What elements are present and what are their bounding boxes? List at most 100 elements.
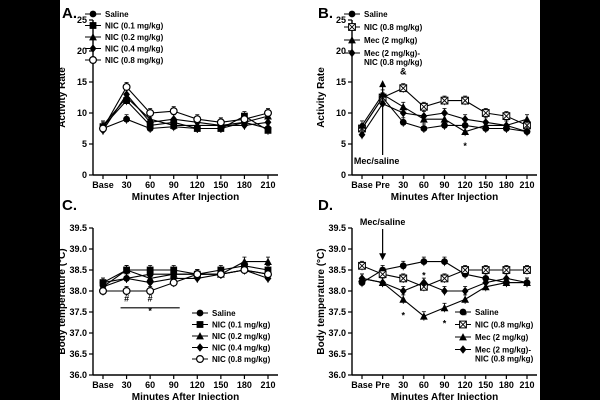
y-tick-label: 38.5 — [69, 265, 87, 275]
data-point — [264, 270, 273, 279]
x-tick-label: 60 — [419, 180, 429, 190]
data-point — [441, 286, 448, 296]
y-axis-title: Activity Rate — [57, 67, 68, 128]
data-point — [523, 278, 531, 287]
x-tick-label: 30 — [398, 180, 408, 190]
y-tick-label: 0 — [341, 170, 346, 180]
arrow-label: Mec/saline — [360, 217, 406, 227]
legend-label: Mec (2 mg/kg)- — [475, 346, 531, 355]
legend: Saline NIC (0.8 mg/kg) Mec (2 mg/kg) Mec (2… — [344, 10, 423, 67]
series-4 — [358, 273, 531, 296]
series-line — [102, 93, 269, 131]
data-point — [420, 111, 428, 121]
data-point — [122, 287, 131, 296]
y-tick-label: 36.0 — [328, 370, 346, 380]
x-tick-label: 180 — [237, 380, 252, 390]
x-tick-label: 30 — [122, 380, 132, 390]
data-point — [420, 125, 428, 132]
data-point — [122, 82, 131, 91]
data-point — [146, 278, 154, 287]
x-tick-label: Pre — [375, 380, 390, 390]
data-point — [123, 115, 130, 123]
x-tick-label: 30 — [122, 180, 132, 190]
legend-label: NIC (0.2 mg/kg) — [105, 33, 164, 42]
figure-background — [60, 0, 540, 400]
y-tick-label: 36.0 — [69, 370, 87, 380]
data-point — [241, 121, 248, 130]
data-point-cross — [502, 266, 511, 274]
data-point — [240, 266, 249, 275]
panel-letter: C. — [62, 197, 77, 214]
data-point — [440, 115, 449, 123]
x-tick-label: 180 — [499, 180, 514, 190]
y-axis-title: Activity Rate — [316, 67, 327, 128]
data-point — [240, 257, 249, 265]
legend-marker — [196, 321, 204, 328]
data-point-cross — [523, 266, 531, 274]
legend-marker — [348, 10, 356, 18]
x-tick-label: 60 — [145, 380, 155, 390]
data-point — [146, 266, 154, 274]
legend-marker — [348, 48, 356, 58]
legend-label: NIC (0.8 mg/kg) — [105, 56, 164, 65]
data-point — [441, 122, 448, 129]
data-point-cross — [440, 274, 449, 283]
x-tick-label: 90 — [169, 380, 179, 390]
y-axis-title: Body temperature (°C) — [316, 248, 327, 354]
significance-annotation: # — [148, 294, 153, 304]
data-point — [240, 115, 249, 124]
y-tick-label: 10 — [336, 108, 346, 118]
significance-annotation: * — [463, 310, 467, 320]
data-point — [193, 115, 202, 124]
arrow-head — [379, 253, 387, 261]
x-axis-title: Minutes After Injection — [132, 392, 239, 400]
y-tick-label: 38.5 — [328, 265, 346, 275]
data-point — [420, 258, 428, 265]
legend-marker — [88, 55, 97, 64]
data-point — [216, 118, 225, 127]
data-point — [461, 286, 469, 296]
data-point — [441, 108, 448, 118]
legend-label: Mec (2 mg/kg) — [364, 36, 418, 45]
data-point — [420, 278, 428, 287]
y-tick-label: 39.5 — [69, 223, 87, 233]
legend-label: NIC (0.1 mg/kg) — [105, 22, 164, 31]
legend-marker-cross — [348, 23, 356, 31]
data-point — [123, 90, 130, 99]
data-point — [399, 262, 407, 270]
data-point — [523, 127, 531, 136]
data-point-cross — [358, 262, 366, 270]
significance-annotation: * — [148, 306, 152, 316]
data-point — [146, 287, 155, 296]
x-tick-label: 150 — [478, 380, 493, 390]
x-tick-label: 210 — [260, 180, 275, 190]
data-point-cross — [461, 266, 469, 274]
x-tick-label: 120 — [458, 380, 473, 390]
legend-marker — [89, 22, 97, 29]
x-axis-title: Minutes After Injection — [391, 392, 498, 400]
data-point-cross — [440, 96, 449, 105]
legend-label: NIC (0.8 mg/kg) — [364, 23, 423, 32]
data-point-cross — [502, 112, 511, 120]
arrow-label: Mec/saline — [354, 156, 400, 166]
x-tick-label: 90 — [439, 380, 449, 390]
panel-1: A. 0 5 10 15 20 25 Base 30 60 90 120 150 180 210 Minute… — [57, 5, 278, 203]
data-point-cross — [399, 84, 407, 92]
legend-label: Mec (2 mg/kg)- — [364, 49, 420, 58]
x-tick-label: 60 — [419, 380, 429, 390]
significance-annotation: * — [443, 319, 447, 329]
panel-2: B. 0 5 10 15 20 25 Base Pre 30 60 90 120 150 180 210 Min… — [316, 5, 537, 203]
x-tick-label: Base — [92, 180, 114, 190]
data-point — [216, 270, 225, 279]
data-point — [399, 118, 407, 126]
significance-annotation: * — [422, 270, 426, 280]
data-point — [502, 121, 510, 130]
data-point — [502, 274, 510, 283]
x-tick-label: 120 — [458, 180, 473, 190]
data-point — [193, 270, 202, 279]
data-point-cross — [399, 274, 407, 283]
y-tick-label: 10 — [77, 108, 87, 118]
y-tick-label: 15 — [336, 77, 346, 87]
series-line — [102, 265, 269, 284]
